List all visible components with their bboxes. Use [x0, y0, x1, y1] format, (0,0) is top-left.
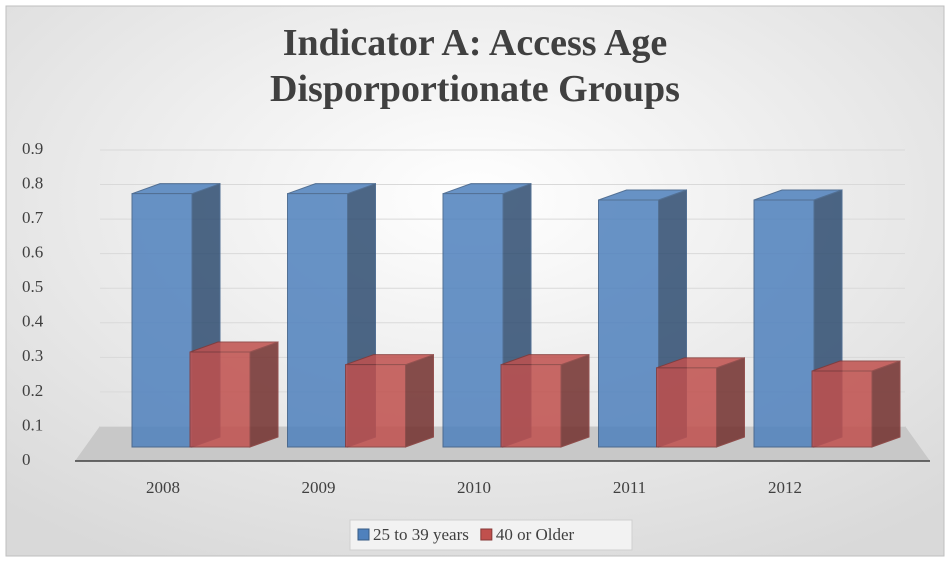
bar: [189, 341, 279, 448]
legend-swatch: [357, 528, 370, 541]
x-tick-label: 2008: [146, 478, 180, 497]
y-tick-label: 0: [22, 450, 31, 469]
bar-face: [598, 199, 659, 448]
y-tick-label: 0.3: [22, 346, 43, 365]
bar: [345, 353, 434, 448]
bar-face: [287, 193, 348, 448]
bar-face: [500, 364, 562, 448]
bar-face: [560, 353, 590, 448]
y-tick-label: 0.1: [22, 415, 43, 434]
bar-face: [131, 193, 193, 448]
legend-swatch: [480, 528, 493, 541]
y-tick-label: 0.7: [22, 208, 44, 227]
y-tick-label: 0.6: [22, 243, 43, 262]
bar-face: [345, 364, 406, 448]
bar-face: [189, 351, 251, 448]
x-tick-label: 2011: [613, 478, 646, 497]
y-tick-label: 0.5: [22, 277, 43, 296]
bar-face: [871, 360, 901, 448]
y-tick-label: 0.4: [22, 312, 44, 331]
bar: [656, 357, 745, 448]
x-tick-label: 2010: [457, 478, 491, 497]
bar: [811, 360, 901, 448]
y-tick-label: 0.8: [22, 173, 43, 192]
chart-title: Indicator A: Access Age Disporportionate…: [270, 22, 680, 110]
legend-label: 25 to 39 years: [373, 525, 469, 544]
y-tick-label: 0.2: [22, 381, 43, 400]
bar-face: [656, 367, 717, 448]
x-tick-label: 2009: [302, 478, 336, 497]
legend-label: 40 or Older: [496, 525, 575, 544]
bar-face: [405, 353, 434, 448]
x-tick-label: 2012: [768, 478, 802, 497]
bar-face: [249, 341, 279, 448]
y-tick-label: 0.9: [22, 139, 43, 158]
bar-face: [442, 193, 504, 448]
bar-face: [753, 199, 815, 448]
bar-face: [811, 370, 873, 448]
bar: [500, 353, 590, 448]
bar-face: [716, 357, 745, 448]
